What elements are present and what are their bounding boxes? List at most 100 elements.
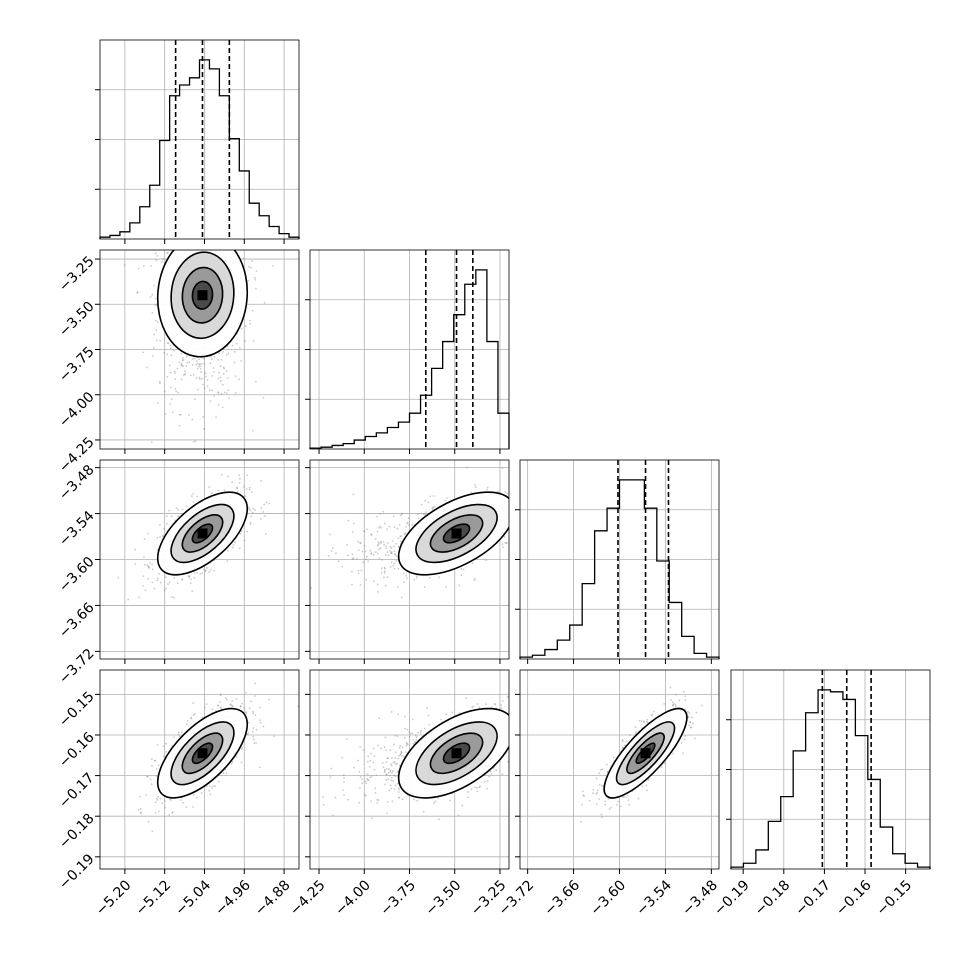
scatter-point — [227, 549, 229, 552]
scatter-point — [500, 704, 503, 707]
scatter-point — [399, 744, 402, 747]
scatter-point — [362, 749, 365, 752]
scatter-point — [201, 377, 204, 380]
scatter-point — [232, 544, 235, 546]
scatter-point — [506, 696, 509, 698]
scatter-point — [389, 770, 391, 773]
scatter-point — [400, 535, 403, 537]
scatter-point — [458, 712, 461, 714]
scatter-point — [222, 772, 225, 774]
scatter-point — [394, 757, 397, 759]
scatter-point — [403, 533, 406, 536]
scatter-point — [390, 787, 392, 790]
histogram-panel-0 — [95, 39, 300, 244]
scatter-point — [411, 718, 414, 721]
scatter-point — [347, 554, 350, 557]
scatter-point — [202, 416, 205, 418]
scatter-point — [405, 574, 407, 577]
scatter-point — [253, 742, 256, 745]
scatter-point — [414, 741, 416, 744]
scatter-point — [181, 578, 184, 580]
scatter-point — [427, 714, 430, 717]
scatter-point — [231, 699, 234, 702]
scatter-point — [191, 418, 194, 421]
histogram-step — [730, 689, 931, 869]
scatter-point — [137, 808, 140, 811]
scatter-point — [377, 552, 379, 555]
scatter-point — [370, 552, 373, 555]
scatter-point — [206, 244, 208, 246]
scatter-point — [517, 756, 519, 758]
scatter-point — [192, 501, 195, 503]
scatter-point — [391, 757, 393, 760]
scatter-point — [392, 761, 395, 764]
scatter-point — [359, 584, 362, 586]
scatter-point — [171, 812, 174, 814]
scatter-point — [186, 361, 189, 364]
scatter-point — [490, 706, 493, 709]
scatter-point — [259, 517, 262, 520]
y-tick-label: −3.75 — [56, 344, 98, 386]
scatter-point — [500, 707, 503, 710]
y-tick-label: −3.25 — [56, 253, 98, 295]
scatter-point — [671, 701, 674, 704]
scatter-point — [219, 706, 222, 709]
scatter-point — [191, 364, 194, 366]
scatter-point — [154, 759, 157, 762]
scatter-point — [166, 342, 169, 344]
scatter-point — [396, 762, 398, 765]
scatter-point — [510, 506, 512, 508]
scatter-point — [225, 370, 228, 372]
scatter-point — [161, 535, 164, 537]
scatter-point — [451, 711, 454, 714]
scatter-point — [396, 771, 399, 773]
scatter-point — [219, 700, 221, 703]
scatter-point — [343, 781, 345, 783]
scatter-point — [621, 747, 624, 749]
scatter-point — [515, 520, 517, 522]
scatter-point — [230, 762, 233, 765]
scatter-point — [166, 375, 169, 378]
scatter-point — [365, 578, 367, 581]
scatter-point — [245, 691, 248, 694]
scatter-point — [403, 581, 405, 584]
x-tick-label: −4.96 — [212, 877, 254, 919]
scatter-point — [397, 791, 400, 793]
scatter-point — [181, 578, 184, 581]
scatter-point — [403, 737, 406, 739]
scatter-point — [514, 721, 516, 723]
scatter-point — [198, 363, 201, 366]
scatter-point — [388, 774, 391, 777]
scatter-point — [263, 503, 265, 506]
scatter-point — [351, 531, 354, 533]
scatter-point — [247, 279, 250, 282]
scatter-point — [227, 397, 230, 400]
scatter-point — [157, 402, 159, 404]
scatter-point — [254, 714, 257, 717]
scatter-point — [240, 359, 243, 362]
scatter-point — [185, 505, 188, 507]
scatter-point — [247, 721, 250, 724]
scatter-point — [362, 561, 365, 564]
scatter-point — [387, 554, 390, 557]
scatter-point — [134, 548, 137, 551]
scatter-point — [156, 548, 159, 551]
scatter-point — [168, 509, 171, 512]
scatter-point — [165, 515, 168, 518]
scatter-point — [510, 754, 512, 756]
scatter-point — [262, 396, 265, 399]
scatter-point — [437, 797, 440, 800]
scatter-point — [239, 705, 242, 708]
scatter-point — [361, 778, 364, 780]
scatter-point — [220, 693, 222, 696]
scatter-point — [376, 515, 378, 518]
scatter-point — [400, 751, 403, 754]
scatter-point — [505, 542, 508, 544]
scatter-point — [384, 554, 387, 556]
scatter-point — [188, 361, 191, 364]
scatter-point — [164, 806, 166, 809]
scatter-point — [485, 703, 488, 706]
scatter-point — [369, 549, 372, 552]
scatter-point — [390, 779, 393, 782]
